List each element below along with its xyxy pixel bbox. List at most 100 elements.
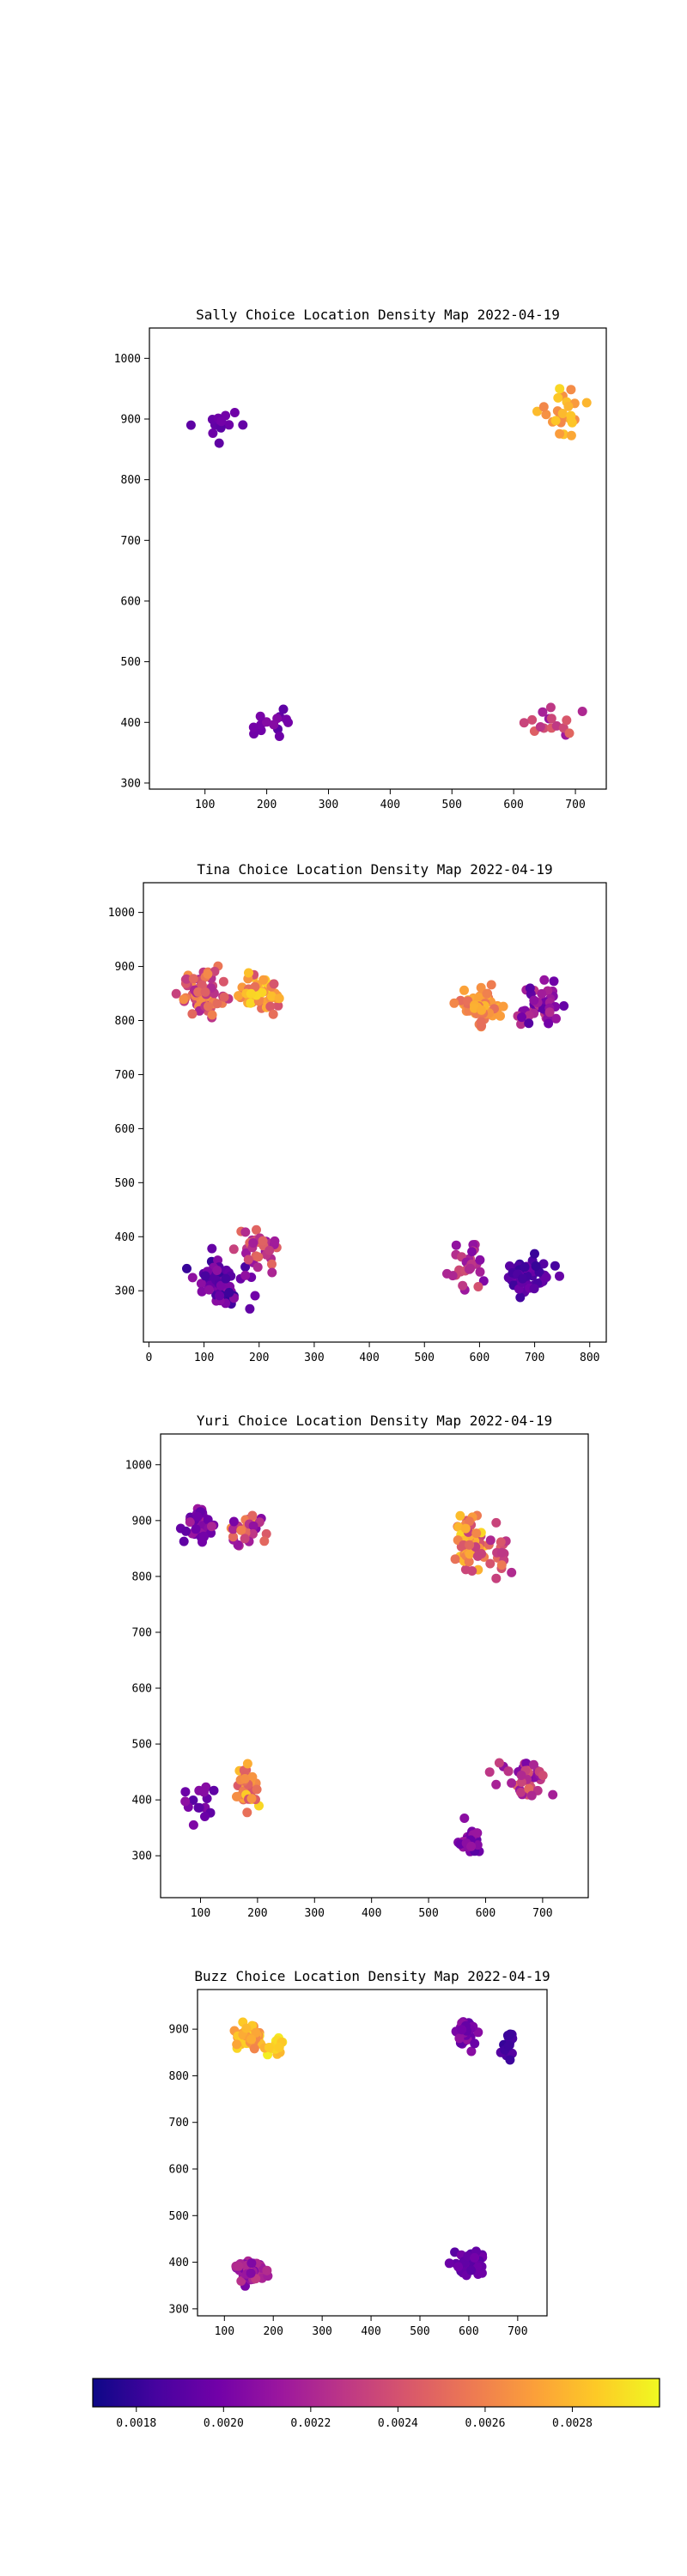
x-tick-label: 300 [312,2325,331,2338]
scatter-point [519,718,529,728]
scatter-point [566,385,576,395]
scatter-point [532,406,542,416]
scatter-point [507,1778,517,1788]
y-tick-label: 800 [132,1571,152,1583]
scatter-point [486,980,496,990]
x-tick-label: 700 [508,2325,527,2338]
panel-title: Sally Choice Location Density Map 2022-0… [196,307,560,323]
scatter-point [207,1010,217,1020]
scatter-point [188,974,198,984]
y-tick-label: 800 [169,2070,189,2083]
scatter-point [466,2265,477,2275]
scatter-point [475,1255,485,1265]
scatter-point [209,1785,219,1795]
scatter-point [229,408,240,417]
x-tick-label: 400 [361,2325,380,2338]
y-tick-label: 400 [121,717,141,730]
scatter-point [477,1005,487,1015]
panel-1: Sally Choice Location Density Map 2022-0… [114,307,607,811]
scatter-point [464,1557,474,1567]
scatter-point [246,2258,257,2269]
x-tick-label: 600 [470,1352,489,1364]
scatter-point [181,974,192,984]
scatter-point [259,1536,270,1546]
scatter-point [539,975,550,985]
scatter-point [491,1779,502,1789]
scatter-point [555,384,565,394]
scatter-point [191,1524,201,1534]
colorbar-tick-label: 0.0020 [204,2417,244,2430]
y-tick-label: 700 [169,2117,189,2129]
scatter-point [537,988,547,999]
scatter-point [232,2039,242,2050]
scatter-point [484,1767,495,1777]
scatter-point [253,1252,264,1262]
scatter-point [188,1820,198,1830]
scatter-point [243,1255,253,1265]
scatter-point [444,2258,454,2269]
scatter-point [530,1249,539,1259]
scatter-point [238,420,248,430]
axes-frame [160,1433,589,1899]
scatter-point [219,992,229,1002]
scatter-point [459,985,469,995]
scatter-point [577,707,587,716]
scatter-point [485,1558,495,1569]
panel-3: Yuri Choice Location Density Map 2022-04… [125,1413,589,1920]
scatter-point [581,398,592,408]
scatter-point [250,981,260,992]
scatter-point [457,2025,467,2035]
scatter-point [455,1510,465,1521]
scatter-point [549,976,559,987]
scatter-point [228,1516,239,1527]
scatter-point [482,988,492,999]
scatter-point [546,714,556,724]
scatter-point [471,1528,482,1539]
scatter-point [204,1285,214,1295]
scatter-point [198,1531,209,1541]
scatter-point [465,1516,474,1527]
x-tick-label: 200 [249,1352,269,1364]
scatter-point [247,1771,258,1782]
y-tick-label: 800 [115,1015,135,1028]
y-tick-label: 400 [115,1231,135,1244]
scatter-point [273,1000,283,1011]
scatter-point [520,1262,530,1273]
scatter-point [216,416,227,427]
scatter-point [270,1236,280,1246]
scatter-point [526,1790,537,1801]
scatter-point [264,1245,275,1255]
scatter-point [261,717,271,727]
y-tick-label: 600 [169,2164,189,2177]
scatter-point [252,1262,263,1273]
scatter-point [494,1758,504,1768]
colorbar-tick-label: 0.0028 [552,2417,593,2430]
scatter-point [531,1261,541,1271]
scatter-point [252,1784,262,1795]
colorbar-gradient [92,2378,660,2408]
x-tick-label: 400 [359,1352,379,1364]
scatter-point [473,1282,483,1291]
x-tick-label: 600 [476,1907,495,1920]
x-tick-label: 300 [319,799,338,811]
scatter-point [541,410,551,420]
scatter-point [246,2034,257,2044]
scatter-point [515,1292,526,1303]
scatter-point [228,1532,238,1542]
scatter-point [460,1523,471,1534]
y-tick-label: 600 [115,1123,135,1136]
panel-4: Buzz Choice Location Density Map 2022-04… [169,1968,550,2338]
scatter-point [550,416,561,426]
scatter-point [179,994,189,1005]
scatter-point [244,968,253,978]
scatter-point [240,1270,251,1280]
scatter-point [465,1549,475,1559]
scatter-point [187,1009,198,1019]
scatter-point [266,991,277,1001]
scatter-point [538,1771,548,1781]
scatter-point [566,410,576,421]
scatter-point [262,2265,272,2275]
x-tick-label: 500 [410,2325,429,2338]
y-tick-label: 1000 [114,353,141,366]
scatter-point [555,428,565,439]
